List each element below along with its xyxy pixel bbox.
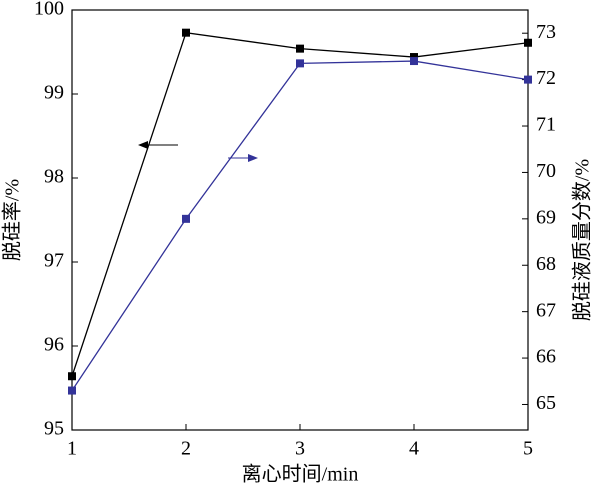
plot-frame bbox=[71, 9, 529, 431]
point bbox=[68, 386, 76, 395]
y-tick-label: 97 bbox=[44, 250, 64, 272]
annotation-arrows bbox=[138, 141, 258, 162]
point bbox=[296, 44, 304, 53]
y2-tick-label: 68 bbox=[536, 253, 556, 275]
x-tick-label: 2 bbox=[181, 438, 191, 460]
y2-tick-label: 72 bbox=[536, 67, 556, 89]
point bbox=[182, 28, 190, 37]
x-tick-label: 3 bbox=[295, 438, 305, 460]
y2-tick-label: 71 bbox=[536, 114, 556, 136]
y2-tick-label: 73 bbox=[536, 21, 556, 43]
point bbox=[410, 53, 418, 62]
y2-tick-label: 69 bbox=[536, 206, 556, 228]
x-tick-label: 5 bbox=[523, 438, 533, 460]
y2-tick-label: 70 bbox=[536, 160, 556, 182]
x-tick-label: 1 bbox=[67, 438, 77, 460]
y2-tick-label: 65 bbox=[536, 392, 556, 414]
point bbox=[524, 75, 532, 84]
series-line bbox=[71, 31, 529, 377]
point bbox=[68, 372, 76, 381]
y-tick-label: 99 bbox=[44, 82, 64, 104]
y-tick-label: 96 bbox=[44, 334, 64, 356]
x-tick-label: 4 bbox=[409, 438, 419, 460]
point bbox=[410, 57, 418, 66]
arrow-head bbox=[138, 141, 148, 149]
y2-tick-label: 67 bbox=[536, 299, 556, 321]
x-axis-label: 离心时间/min bbox=[242, 463, 359, 486]
y2-axis-label: 脱硅液质量分数/% bbox=[571, 159, 594, 321]
series-line bbox=[71, 60, 529, 391]
y2-tick-label: 66 bbox=[536, 346, 556, 368]
y-axis-label: 脱硅率/% bbox=[1, 179, 24, 261]
y-tick-label: 95 bbox=[44, 418, 64, 440]
y-tick-label: 100 bbox=[34, 0, 64, 20]
y-tick-label: 98 bbox=[44, 166, 64, 188]
point bbox=[296, 59, 304, 68]
point bbox=[524, 38, 532, 47]
point bbox=[182, 214, 190, 223]
arrow-head bbox=[248, 154, 258, 162]
